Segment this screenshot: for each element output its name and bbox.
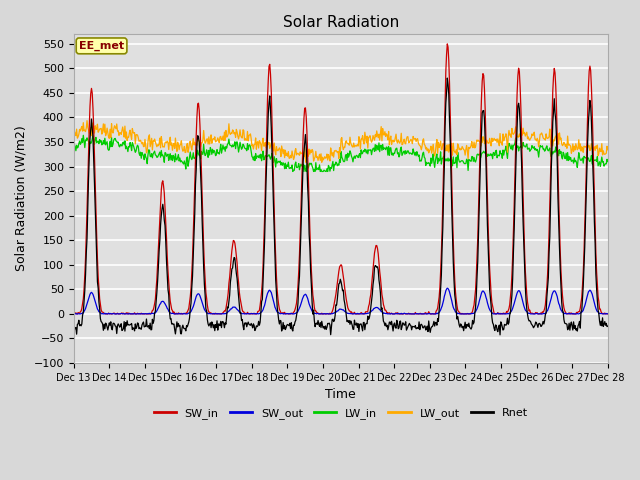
LW_in: [80, 138, 88, 144]
Line: LW_in: LW_in: [74, 135, 608, 171]
SW_in: [444, 41, 451, 47]
SW_out: [135, 311, 143, 316]
Line: SW_out: SW_out: [74, 288, 608, 314]
SW_in: [70, 311, 77, 316]
LW_out: [422, 144, 430, 150]
SW_out: [70, 311, 77, 317]
SW_in: [135, 311, 143, 317]
Rnet: [496, 332, 504, 338]
SW_out: [189, 304, 197, 310]
Rnet: [79, 309, 87, 315]
Legend: SW_in, SW_out, LW_in, LW_out, Rnet: SW_in, SW_out, LW_in, LW_out, Rnet: [149, 404, 532, 423]
SW_in: [70, 311, 78, 317]
SW_in: [80, 286, 88, 292]
SW_in: [422, 310, 429, 315]
SW_out: [422, 311, 429, 317]
LW_out: [302, 160, 310, 166]
LW_out: [79, 120, 87, 126]
LW_in: [135, 150, 143, 156]
LW_out: [189, 136, 197, 142]
LW_in: [189, 150, 197, 156]
Line: Rnet: Rnet: [74, 78, 608, 335]
LW_out: [604, 147, 612, 153]
LW_out: [135, 138, 143, 144]
Line: SW_in: SW_in: [74, 44, 608, 314]
SW_out: [604, 311, 612, 317]
SW_in: [604, 311, 612, 317]
Title: Solar Radiation: Solar Radiation: [283, 15, 399, 30]
LW_in: [407, 150, 415, 156]
Rnet: [134, 321, 142, 326]
LW_in: [289, 168, 296, 174]
SW_out: [70, 311, 78, 317]
LW_in: [79, 132, 87, 138]
Line: LW_out: LW_out: [74, 120, 608, 163]
Rnet: [444, 75, 451, 81]
LW_out: [70, 134, 77, 140]
SW_out: [406, 311, 414, 317]
Y-axis label: Solar Radiation (W/m2): Solar Radiation (W/m2): [15, 126, 28, 271]
SW_in: [218, 311, 225, 317]
X-axis label: Time: Time: [325, 388, 356, 401]
Rnet: [406, 321, 413, 326]
SW_out: [444, 285, 451, 291]
LW_out: [218, 137, 225, 143]
LW_in: [422, 159, 430, 165]
SW_out: [80, 309, 88, 314]
Text: EE_met: EE_met: [79, 41, 124, 51]
SW_in: [189, 232, 197, 238]
LW_in: [218, 150, 225, 156]
LW_in: [70, 144, 77, 149]
SW_in: [406, 311, 414, 316]
Rnet: [217, 319, 225, 324]
SW_out: [218, 311, 225, 317]
Rnet: [189, 273, 196, 279]
Rnet: [70, 324, 77, 329]
Rnet: [604, 324, 612, 329]
LW_out: [407, 136, 415, 142]
Rnet: [421, 323, 429, 329]
LW_in: [604, 159, 612, 165]
LW_out: [83, 118, 91, 123]
